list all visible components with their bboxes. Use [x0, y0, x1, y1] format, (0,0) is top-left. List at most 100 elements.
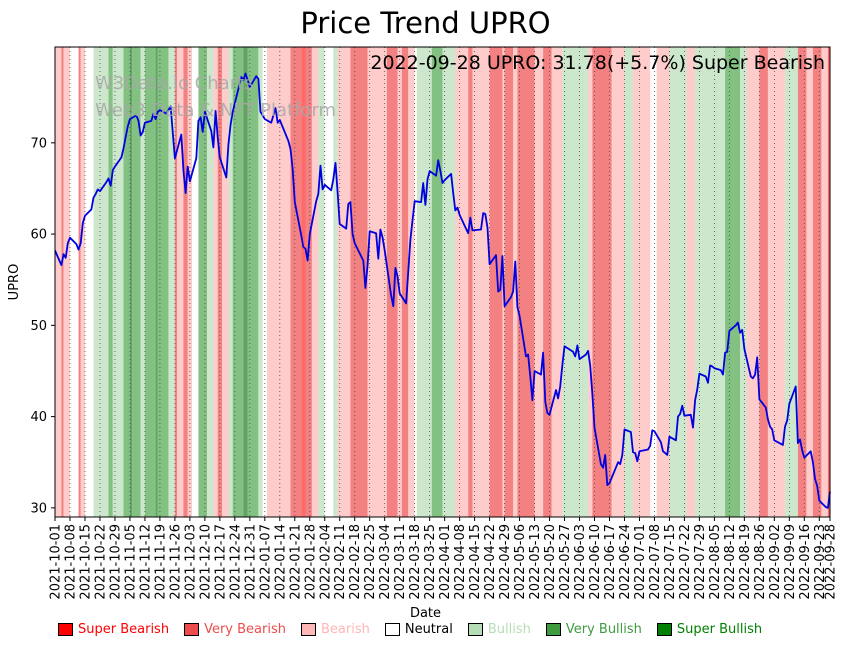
sentiment-legend: Super Bearish Very Bearish Bearish Neutral B… — [58, 622, 762, 637]
sentiment-band-bearish — [213, 47, 218, 517]
sentiment-band-super_bullish — [243, 47, 248, 517]
x-tick-label: 2021-10-29 — [108, 524, 123, 600]
sentiment-band-neutral — [69, 47, 79, 517]
x-tick-label: 2021-12-17 — [213, 524, 228, 600]
x-tick-label: 2022-02-18 — [348, 524, 363, 600]
sentiment-band-bearish — [746, 47, 760, 517]
sentiment-band-bullish — [442, 47, 456, 517]
sentiment-band-bearish — [266, 47, 291, 517]
legend-item-very_bearish: Very Bearish — [184, 622, 286, 637]
sentiment-band-very_bullish — [198, 47, 208, 517]
sentiment-band-neutral — [324, 47, 334, 517]
sentiment-band-very_bearish — [592, 47, 612, 517]
sentiment-band-bullish — [416, 47, 432, 517]
x-tick-label: 2022-05-13 — [528, 524, 543, 600]
sentiment-band-bullish — [624, 47, 634, 517]
x-tick-label: 2022-03-04 — [378, 524, 393, 600]
y-tick-label: 50 — [30, 319, 47, 334]
sentiment-band-bearish — [55, 47, 62, 517]
x-tick-label: 2021-10-22 — [93, 524, 108, 600]
latest-price-annotation: 2022-09-28 UPRO: 31.78(+5.7%) Super Bear… — [370, 52, 825, 74]
x-tick-label: 2022-04-22 — [483, 524, 498, 600]
sentiment-band-bearish — [611, 47, 625, 517]
x-tick-label: 2022-03-11 — [393, 524, 408, 600]
x-tick-label: 2022-01-21 — [288, 524, 303, 600]
sentiment-band-very_bearish — [401, 47, 409, 517]
x-tick-label: 2021-11-12 — [138, 524, 153, 600]
sentiment-band-bullish — [562, 47, 589, 517]
sentiment-band-bearish — [821, 47, 828, 517]
legend-swatch-super_bearish — [58, 623, 73, 636]
x-tick-label: 2022-07-01 — [633, 524, 648, 600]
legend-swatch-super_bullish — [656, 623, 672, 636]
x-tick-label: 2022-08-19 — [738, 524, 753, 600]
x-tick-label: 2022-09-02 — [768, 524, 783, 600]
sentiment-band-very_bearish — [78, 47, 81, 517]
x-tick-label: 2022-08-05 — [708, 524, 723, 600]
sentiment-band-bearish — [806, 47, 813, 517]
legend-label: Super Bullish — [676, 622, 763, 637]
x-tick-label: 2022-06-17 — [603, 524, 618, 600]
sentiment-band-bearish — [80, 47, 85, 517]
x-tick-label: 2022-09-09 — [783, 524, 798, 600]
x-tick-label: 2021-10-08 — [63, 524, 78, 600]
x-tick-label: 2022-01-28 — [303, 524, 318, 600]
x-tick-label: 2021-10-01 — [49, 524, 64, 600]
x-tick-label: 2022-09-16 — [798, 524, 813, 600]
sentiment-band-very_bearish — [468, 47, 473, 517]
x-tick-label: 2021-12-24 — [228, 524, 243, 600]
x-tick-label: 2021-12-03 — [183, 524, 198, 600]
x-tick-label: 2021-11-26 — [168, 524, 183, 600]
y-axis-label: UPRO — [7, 263, 22, 301]
sentiment-band-very_bearish — [217, 47, 222, 517]
legend-label: Bullish — [487, 622, 531, 637]
sentiment-band-bearish — [588, 47, 593, 517]
sentiment-band-very_bullish — [157, 47, 169, 517]
legend-label: Very Bearish — [204, 622, 286, 637]
x-axis-label: Date — [409, 606, 442, 621]
sentiment-band-bearish — [455, 47, 469, 517]
x-tick-label: 2021-10-15 — [78, 524, 93, 600]
sentiment-band-bullish — [228, 47, 233, 517]
y-tick-label: 40 — [30, 410, 47, 425]
chart-title: Price Trend UPRO — [300, 6, 551, 40]
sentiment-band-very_bullish — [247, 47, 259, 517]
sentiment-band-very_bearish — [759, 47, 768, 517]
sentiment-band-bearish — [551, 47, 563, 517]
sentiment-band-very_bullish — [431, 47, 443, 517]
sentiment-band-bullish — [112, 47, 124, 517]
x-tick-label: 2022-06-24 — [618, 524, 633, 600]
sentiment-band-bearish — [534, 47, 544, 517]
x-tick-label: 2022-02-25 — [363, 524, 378, 600]
sentiment-band-very_bullish — [123, 47, 130, 517]
plot-border — [54, 46, 831, 518]
sentiment-band-bullish — [207, 47, 214, 517]
x-tick-label: 2022-05-06 — [513, 524, 528, 600]
y-tick-label: 70 — [30, 136, 47, 151]
sentiment-band-super_bullish — [129, 47, 133, 517]
sentiment-band-very_bearish — [61, 47, 64, 517]
x-tick-label: 2022-07-08 — [648, 524, 663, 600]
x-tick-label: 2022-04-01 — [438, 524, 453, 600]
sentiment-band-very_bearish — [517, 47, 535, 517]
sentiment-band-very_bullish — [132, 47, 141, 517]
x-tick-label: 2022-03-18 — [408, 524, 423, 600]
sentiment-band-neutral — [84, 47, 94, 517]
legend-swatch-bearish — [300, 623, 316, 636]
sentiment-band-bearish — [221, 47, 229, 517]
legend-label: Super Bearish — [78, 622, 170, 637]
sentiment-band-bullish — [695, 47, 726, 517]
x-tick-label: 2022-01-07 — [258, 524, 273, 600]
x-tick-label: 2022-07-15 — [663, 524, 678, 600]
sentiment-band-very_bullish — [144, 47, 156, 517]
legend-item-bullish: Bullish — [467, 622, 531, 637]
sentiment-band-bearish — [408, 47, 415, 517]
sentiment-band-very_bullish — [108, 47, 113, 517]
sentiment-band-bullish — [669, 47, 687, 517]
legend-label: Bearish — [320, 622, 370, 637]
sentiment-band-super_bearish — [301, 47, 306, 517]
sentiment-band-neutral — [650, 47, 657, 517]
legend-swatch-neutral — [384, 623, 400, 636]
x-tick-label: 2022-04-08 — [453, 524, 468, 600]
